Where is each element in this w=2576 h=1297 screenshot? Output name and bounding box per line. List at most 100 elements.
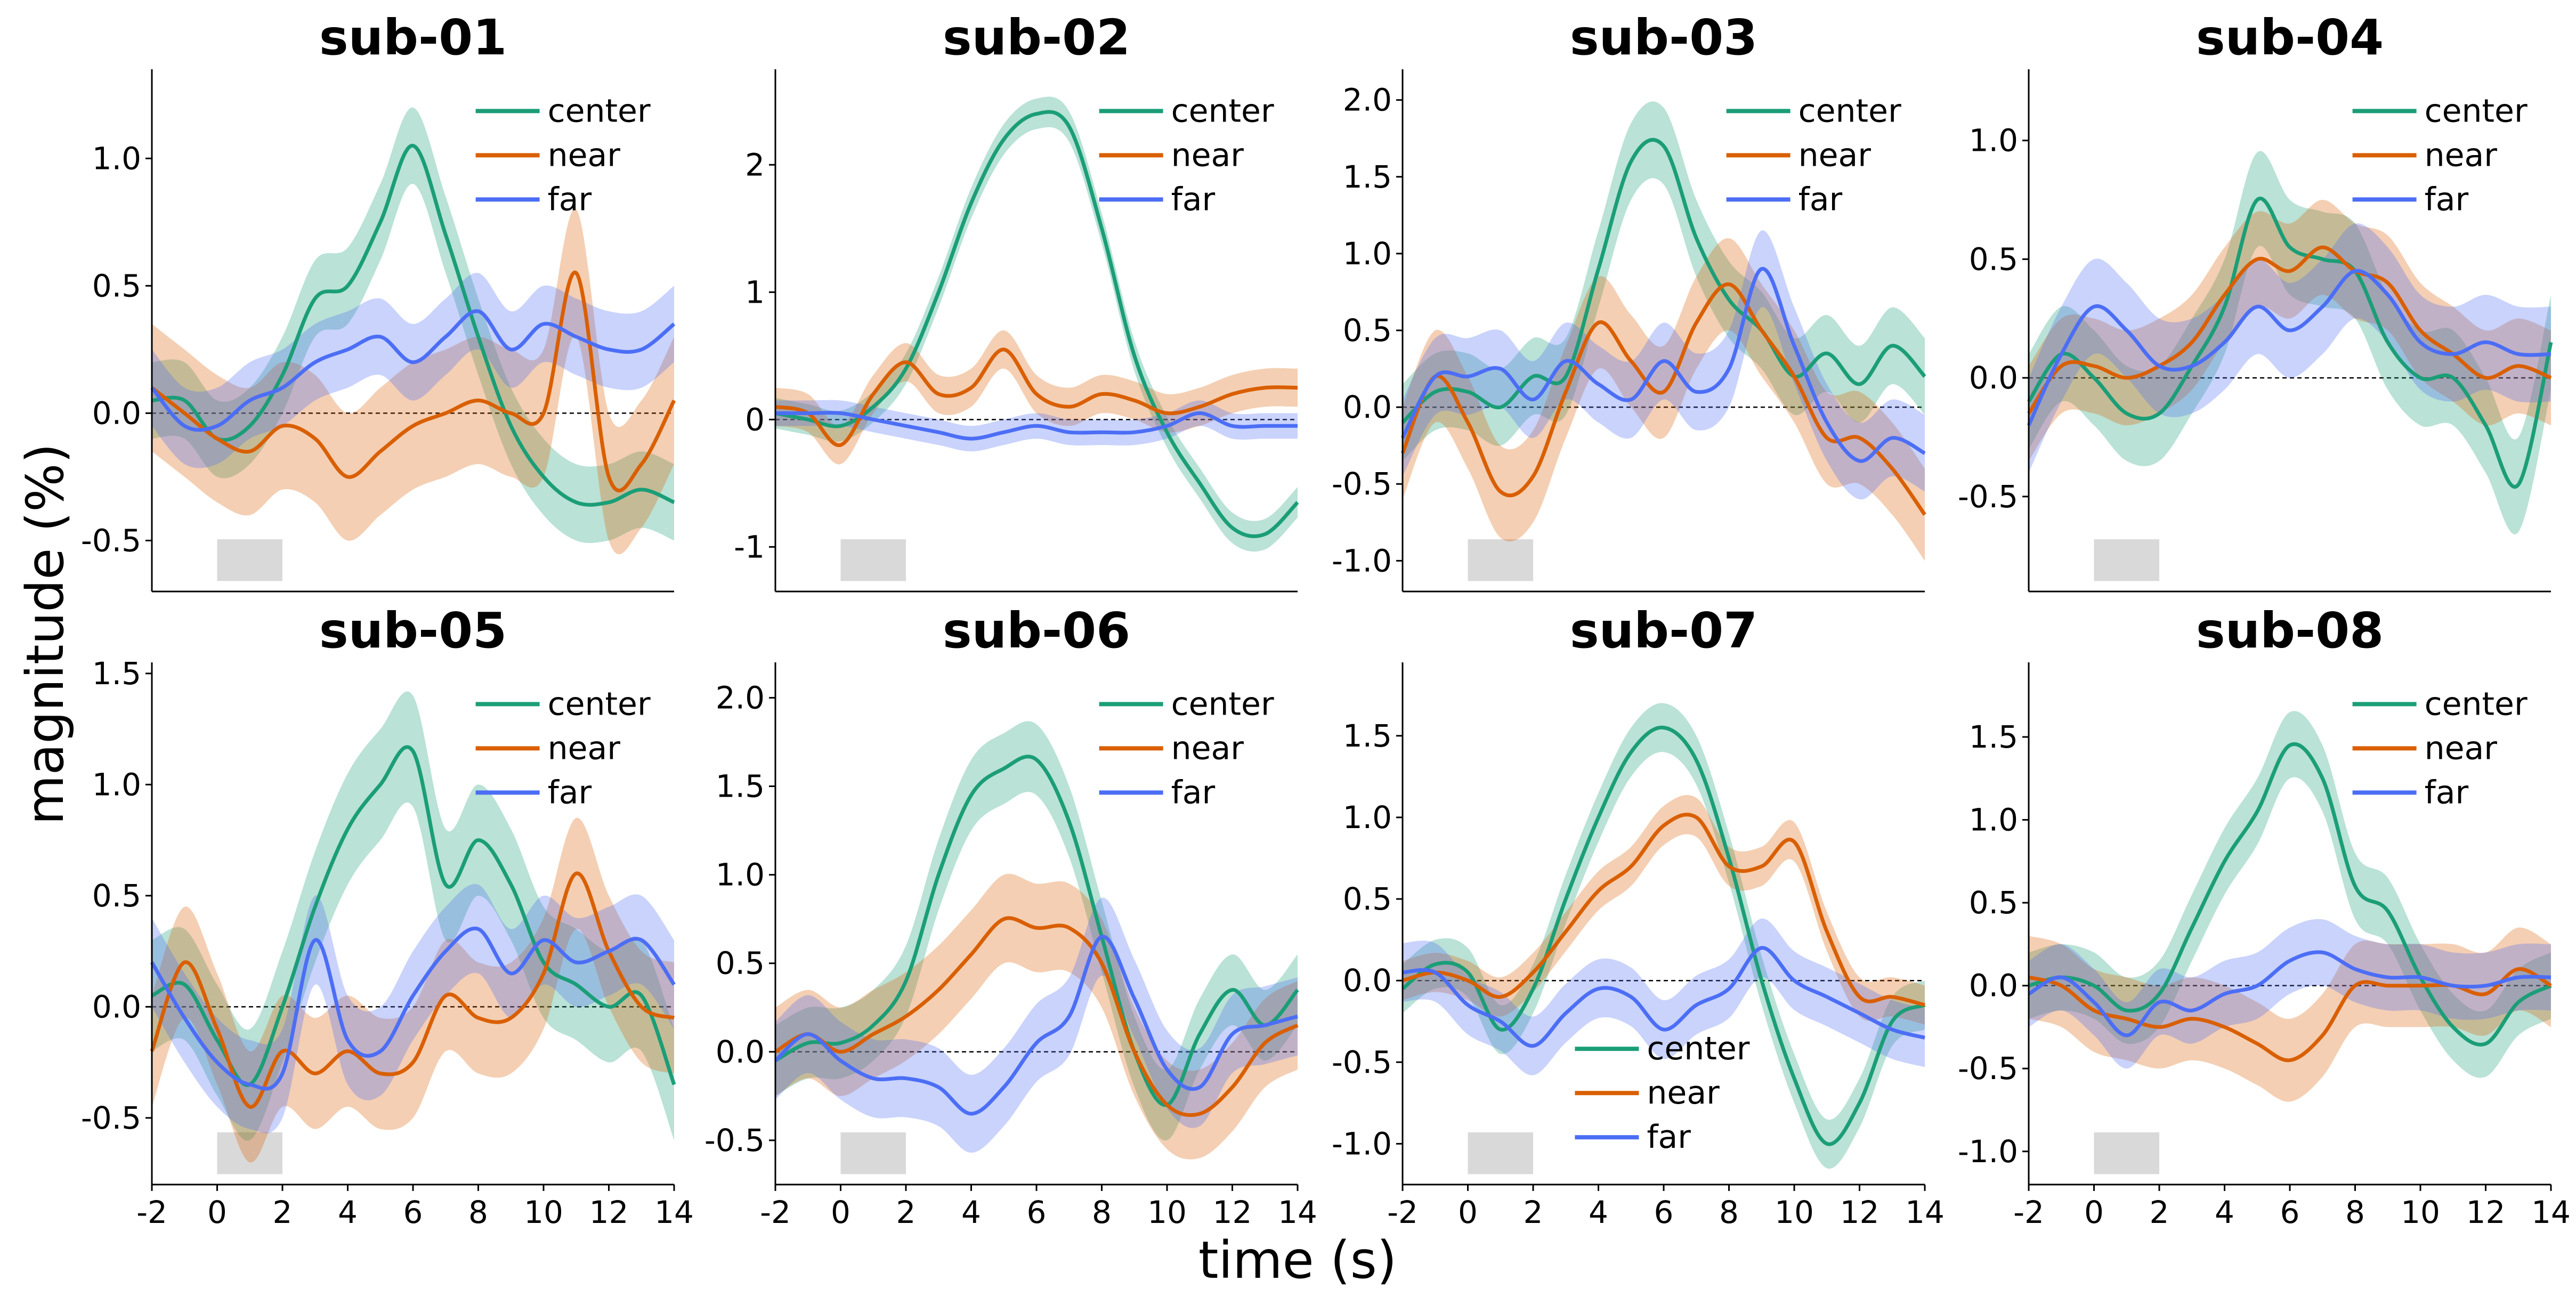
x-tick-label: 12 bbox=[2466, 1194, 2506, 1230]
line-far bbox=[2028, 950, 2551, 1037]
legend-label-far: far bbox=[548, 774, 592, 811]
y-tick-label: 1.0 bbox=[1969, 802, 2018, 838]
y-tick-label: 0.5 bbox=[92, 878, 141, 914]
band-far bbox=[2029, 919, 2551, 1069]
y-tick-label: 0.5 bbox=[1969, 885, 2018, 921]
legend-label-far: far bbox=[1171, 181, 1216, 218]
band-far bbox=[2029, 223, 2551, 473]
legend-label-near: near bbox=[548, 729, 621, 767]
panels: sub-01 -0.5 0.0 0.5 1.0 center near far sub-02 -1… bbox=[81, 9, 2571, 1230]
y-tick-label: 0.0 bbox=[1969, 968, 2018, 1004]
x-tick-label: 6 bbox=[1654, 1194, 1674, 1230]
line-far bbox=[150, 309, 676, 432]
x-tick-label: 2 bbox=[896, 1194, 916, 1230]
x-tick-label: 10 bbox=[1147, 1194, 1187, 1230]
line-center bbox=[2028, 742, 2552, 1047]
line-far bbox=[774, 935, 1298, 1116]
legend-label-near: near bbox=[2425, 136, 2498, 174]
legend-label-far: far bbox=[2425, 181, 2469, 218]
x-tick-label: -2 bbox=[760, 1194, 791, 1230]
x-tick-label: 6 bbox=[2280, 1194, 2300, 1230]
legend-label-center: center bbox=[2425, 92, 2528, 129]
x-tick-label: 10 bbox=[2401, 1194, 2440, 1230]
y-tick-label: 2.0 bbox=[1343, 82, 1392, 118]
line-near bbox=[1402, 813, 1925, 1007]
x-tick-label: 2 bbox=[1524, 1194, 1543, 1230]
stimulus-window bbox=[2094, 539, 2159, 581]
legend: center near far bbox=[1575, 1030, 1750, 1156]
band-near bbox=[775, 873, 1298, 1160]
y-tick-label: -0.5 bbox=[1332, 1044, 1392, 1080]
x-tick-label: 12 bbox=[589, 1194, 629, 1230]
x-tick-label: 14 bbox=[1278, 1194, 1317, 1230]
stimulus-window bbox=[1468, 539, 1533, 581]
y-tick-label: 2 bbox=[745, 147, 765, 183]
line-center bbox=[774, 755, 1299, 1107]
y-tick-label: 1.5 bbox=[1343, 159, 1392, 195]
y-tick-label: 0.0 bbox=[1969, 360, 2018, 396]
band-center bbox=[2029, 151, 2551, 534]
panel-title: sub-07 bbox=[1570, 602, 1757, 659]
x-tick-label: 6 bbox=[403, 1194, 423, 1230]
y-tick-label: 1.0 bbox=[1969, 123, 2018, 159]
x-tick-label: -2 bbox=[2013, 1194, 2044, 1230]
line-center bbox=[1401, 725, 1926, 1146]
legend: center near far bbox=[475, 685, 651, 811]
panel-sub-07: sub-07 -1.0 -0.5 0.0 0.5 1.0 1.5 -2 0 2 4 6 8 10 12 14 c… bbox=[1332, 602, 1945, 1230]
legend: center near far bbox=[1726, 92, 1901, 218]
band-near bbox=[1403, 795, 1925, 1025]
line-far bbox=[775, 411, 1298, 441]
band-far bbox=[1403, 230, 1925, 500]
legend-label-center: center bbox=[2425, 685, 2528, 723]
x-tick-label: 4 bbox=[1589, 1194, 1608, 1230]
line-center bbox=[151, 143, 675, 507]
legend: center near far bbox=[2352, 685, 2528, 811]
legend-label-center: center bbox=[548, 92, 651, 129]
y-tick-label: 0.5 bbox=[92, 267, 141, 304]
band-near bbox=[2029, 927, 2551, 1102]
legend-label-near: near bbox=[1171, 729, 1244, 767]
band-center bbox=[775, 96, 1298, 552]
x-tick-label: 8 bbox=[2345, 1194, 2365, 1230]
x-tick-label: 8 bbox=[1719, 1194, 1739, 1230]
legend-label-center: center bbox=[1171, 92, 1274, 129]
stimulus-window bbox=[217, 1132, 282, 1174]
x-tick-label: 14 bbox=[1905, 1194, 1945, 1230]
band-center bbox=[152, 107, 674, 544]
panel-title: sub-02 bbox=[943, 9, 1130, 66]
panel-sub-05: sub-05 -0.5 0.0 0.5 1.0 1.5 -2 0 2 4 6 8 10 12 14 cente… bbox=[81, 602, 694, 1230]
x-tick-label: 0 bbox=[1458, 1194, 1478, 1230]
x-tick-label: 0 bbox=[2084, 1194, 2104, 1230]
panel-title: sub-08 bbox=[2196, 602, 2384, 659]
y-tick-label: -0.5 bbox=[81, 522, 141, 558]
band-far bbox=[1403, 918, 1925, 1075]
y-tick-label: 0.0 bbox=[92, 988, 141, 1025]
x-tick-label: 4 bbox=[338, 1194, 358, 1230]
legend-label-far: far bbox=[2425, 774, 2469, 811]
band-far bbox=[775, 897, 1298, 1153]
stimulus-window bbox=[1468, 1132, 1533, 1174]
x-tick-label: 8 bbox=[1092, 1194, 1112, 1230]
legend-label-near: near bbox=[1171, 136, 1244, 174]
legend-label-center: center bbox=[1171, 685, 1274, 723]
y-tick-label: 1 bbox=[745, 274, 765, 310]
y-tick-label: -0.5 bbox=[81, 1100, 141, 1136]
stimulus-window bbox=[840, 1132, 906, 1174]
y-tick-label: 0.0 bbox=[716, 1034, 765, 1070]
figure-ylabel: magnitude (%) bbox=[15, 443, 75, 825]
panel-sub-04: sub-04 -0.5 0.0 0.5 1.0 center near far bbox=[1958, 9, 2553, 593]
panel-sub-06: sub-06 -0.5 0.0 0.5 1.0 1.5 2.0 -2 0 2 4 6 8 10 12 14 ce… bbox=[704, 602, 1317, 1230]
line-far bbox=[150, 926, 676, 1091]
panel-sub-01: sub-01 -0.5 0.0 0.5 1.0 center near far bbox=[81, 9, 676, 593]
line-center bbox=[2027, 197, 2553, 489]
legend-label-near: near bbox=[1799, 136, 1872, 174]
legend: center near far bbox=[1099, 685, 1274, 811]
x-tick-label: 12 bbox=[1840, 1194, 1880, 1230]
legend-label-far: far bbox=[1171, 774, 1216, 811]
legend-label-far: far bbox=[1799, 181, 1843, 218]
panel-title: sub-05 bbox=[319, 602, 507, 659]
legend-label-center: center bbox=[1799, 92, 1901, 129]
y-tick-label: 1.5 bbox=[1343, 718, 1392, 754]
legend-label-near: near bbox=[2425, 729, 2498, 767]
